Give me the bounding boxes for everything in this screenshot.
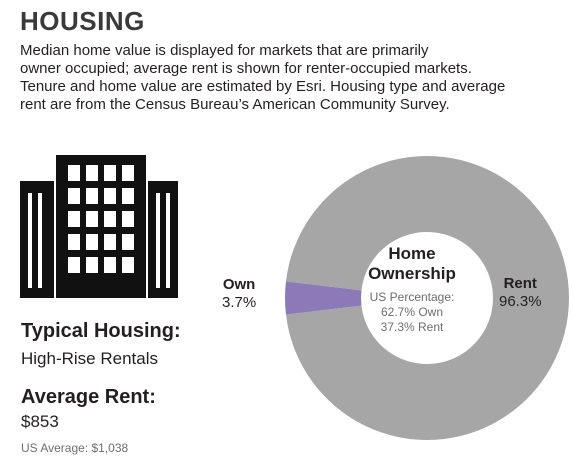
description-line: owner occupied; average rent is shown fo… [20, 60, 472, 77]
section-description: Median home value is displayed for marke… [20, 42, 560, 114]
section-title: HOUSING [20, 6, 145, 36]
us-percentage-block: US Percentage: 62.7% Own 37.3% Rent [352, 290, 472, 335]
donut-center-label: Home Ownership US Percentage: 62.7% Own … [352, 244, 472, 335]
rent-label: Rent [503, 275, 537, 292]
typical-housing-value: High-Rise Rentals [21, 349, 158, 368]
description-line: Median home value is displayed for marke… [20, 42, 429, 59]
description-line: rent are from the Census Bureau’s Americ… [20, 96, 450, 113]
us-average-rent: US Average: $1,038 [21, 441, 129, 455]
own-label: Own [222, 276, 256, 293]
rent-data-label: Rent 96.3% [499, 275, 542, 311]
us-percentage-label: US Percentage: [369, 290, 455, 304]
rent-value: 96.3% [499, 293, 542, 310]
chart-title-line: Ownership [368, 264, 456, 283]
us-rent-percentage: 37.3% Rent [380, 320, 444, 334]
chart-title-line: Home [388, 244, 436, 263]
own-slice [285, 281, 362, 315]
us-own-percentage: 62.7% Own [380, 305, 444, 319]
rent-slice [285, 155, 569, 440]
average-rent-label: Average Rent: [21, 386, 156, 408]
typical-housing-label: Typical Housing: [21, 320, 181, 342]
description-line: Tenure and home value are estimated by E… [20, 78, 506, 95]
high-rise-building-icon [20, 155, 178, 298]
own-data-label: Own 3.7% [222, 276, 256, 312]
average-rent-value: $853 [21, 412, 59, 431]
home-ownership-donut-chart [285, 155, 569, 440]
own-value: 3.7% [222, 294, 257, 311]
